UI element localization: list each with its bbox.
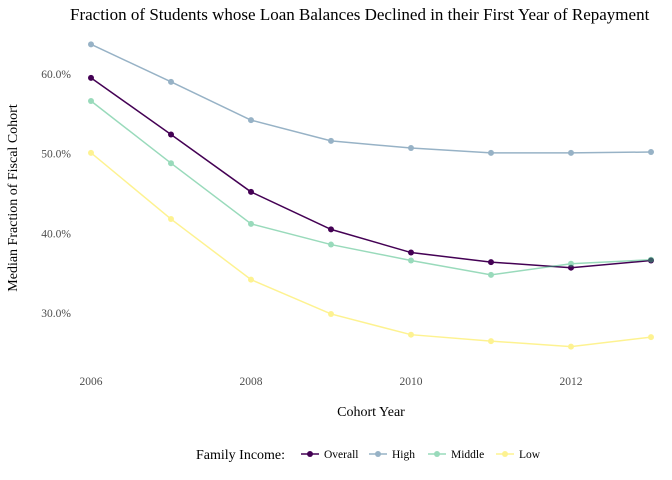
data-point (408, 145, 414, 152)
data-point (408, 249, 414, 256)
series-line (90, 77, 652, 269)
x-axis-title: Cohort Year (337, 405, 405, 420)
series-high (88, 41, 654, 156)
data-point (168, 216, 174, 223)
legend-key (496, 451, 514, 457)
series-line (90, 100, 652, 276)
data-point (568, 343, 574, 350)
data-point (408, 331, 414, 338)
data-point (88, 149, 94, 156)
legend-item-high: High (369, 449, 415, 461)
data-point (568, 260, 574, 267)
data-point (488, 271, 494, 278)
legend-item-overall: Overall (301, 449, 358, 461)
data-point (168, 160, 174, 167)
y-tick-label: 60.0% (41, 69, 71, 81)
legend-label: Overall (324, 449, 358, 461)
data-point (488, 259, 494, 266)
data-point (248, 117, 254, 124)
y-axis-title: Median Fraction of Fiscal Cohort (6, 104, 21, 292)
data-point (488, 149, 494, 156)
y-axis: 30.0% 40.0% 50.0% 60.0% (41, 69, 71, 320)
data-point (328, 226, 334, 233)
data-point (88, 41, 94, 48)
x-axis: 2006 2008 2010 2012 (80, 376, 583, 388)
series-middle (88, 97, 654, 278)
data-point (328, 137, 334, 144)
data-point (248, 220, 254, 227)
series-line (90, 43, 652, 154)
y-tick-label: 50.0% (41, 149, 71, 161)
legend-label: High (392, 449, 415, 461)
legend-item-middle: Middle (428, 449, 484, 461)
data-point (168, 78, 174, 85)
data-point (248, 276, 254, 283)
data-point (648, 149, 654, 156)
legend-key (301, 451, 319, 457)
data-point (328, 241, 334, 248)
x-tick-label: 2012 (560, 376, 583, 388)
data-point (648, 256, 654, 263)
legend-label: Middle (451, 449, 484, 461)
data-point (88, 74, 94, 81)
data-point (648, 334, 654, 341)
y-tick-label: 30.0% (41, 308, 71, 320)
data-point (408, 257, 414, 264)
legend-key (428, 451, 446, 457)
legend-item-low: Low (496, 449, 541, 461)
x-tick-label: 2008 (240, 376, 263, 388)
legend-label: Low (519, 449, 541, 461)
series-line (90, 152, 652, 348)
series-overall (88, 74, 654, 271)
series-low (88, 149, 654, 350)
legend-key (369, 451, 387, 457)
data-point (328, 310, 334, 317)
legend-title: Family Income: (196, 448, 285, 463)
y-tick-label: 40.0% (41, 228, 71, 240)
plot-area (88, 41, 654, 350)
data-point (488, 338, 494, 345)
legend: Family Income: Overall High Middle Low (196, 448, 541, 463)
data-point (248, 188, 254, 195)
data-point (568, 149, 574, 156)
x-tick-label: 2006 (80, 376, 103, 388)
x-tick-label: 2010 (400, 376, 423, 388)
chart-title: Fraction of Students whose Loan Balances… (70, 5, 650, 24)
data-point (88, 97, 94, 104)
data-point (168, 131, 174, 138)
